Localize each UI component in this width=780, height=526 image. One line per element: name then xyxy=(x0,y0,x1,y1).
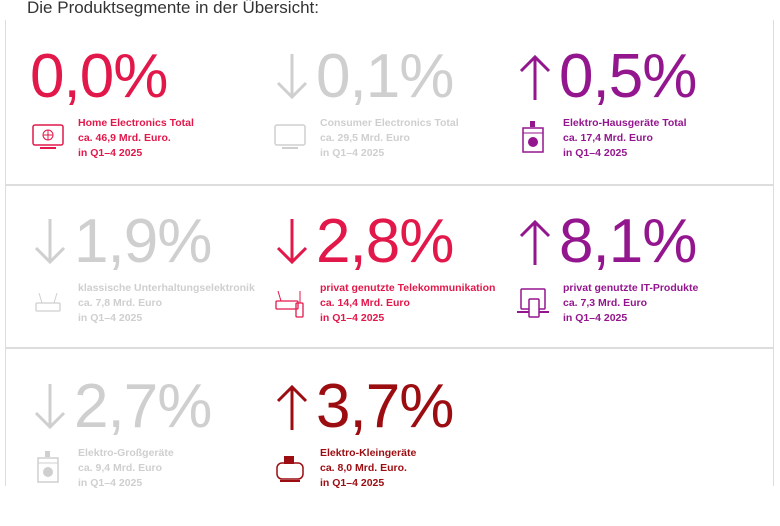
segment-period: in Q1–4 2025 xyxy=(320,477,385,489)
segment-period: in Q1–4 2025 xyxy=(320,147,385,159)
segment-period: in Q1–4 2025 xyxy=(563,312,628,324)
segment-amount: ca. 8,0 Mrd. Euro. xyxy=(320,462,407,474)
segment-card: 1,9% klassische Unterhaltungselektronik … xyxy=(30,211,270,361)
segment-change-value: 0,1% xyxy=(316,42,454,111)
segment-change: 0,5% xyxy=(515,42,697,111)
segment-name: Consumer Electronics Total xyxy=(320,117,459,129)
segment-change: 2,7% xyxy=(30,372,212,441)
segment-card: 0,5% Elektro-Hausgeräte Total ca. 17,4 M… xyxy=(515,46,755,196)
segment-name: privat genutzte Telekommunikation xyxy=(320,282,496,294)
segment-change: 1,9% xyxy=(30,207,212,276)
segment-details: Elektro-Kleingeräte ca. 8,0 Mrd. Euro. i… xyxy=(320,446,416,491)
segment-details: Elektro-Großgeräte ca. 9,4 Mrd. Euro in … xyxy=(78,446,174,491)
segment-change-value: 2,7% xyxy=(74,372,212,441)
segment-details: Home Electronics Total ca. 46,9 Mrd. Eur… xyxy=(78,116,194,161)
segment-details: privat genutzte IT-Produkte ca. 7,3 Mrd.… xyxy=(563,281,698,326)
segment-period: in Q1–4 2025 xyxy=(78,477,143,489)
segment-change-value: 0,5% xyxy=(559,42,697,111)
segment-amount: ca. 9,4 Mrd. Euro xyxy=(78,462,163,474)
segment-amount: ca. 46,9 Mrd. Euro. xyxy=(78,132,171,144)
segment-details: privat genutzte Telekommunikation ca. 14… xyxy=(320,281,495,326)
segment-name: privat genutzte IT-Produkte xyxy=(563,282,699,294)
washing-machine-icon xyxy=(37,451,59,483)
segment-amount: ca. 14,4 Mrd. Euro xyxy=(320,297,410,309)
segment-card: 2,8% privat genutzte Telekommunikation c… xyxy=(272,211,512,361)
segment-change-value: 8,1% xyxy=(559,207,697,276)
tv-icon xyxy=(274,124,306,149)
segment-name: Home Electronics Total xyxy=(78,117,194,129)
page-heading: Die Produktsegmente in der Übersicht: xyxy=(27,0,319,17)
segment-change: 0,1% xyxy=(272,42,454,111)
row-divider xyxy=(5,184,774,186)
segment-details: Consumer Electronics Total ca. 29,5 Mrd.… xyxy=(320,116,459,161)
arrow-down-icon xyxy=(276,54,308,100)
segment-name: Elektro-Großgeräte xyxy=(78,447,174,459)
segment-period: in Q1–4 2025 xyxy=(78,147,143,159)
segment-card: 2,7% Elektro-Großgeräte ca. 9,4 Mrd. Eur… xyxy=(30,376,270,526)
segment-card: 0,1% Consumer Electronics Total ca. 29,5… xyxy=(272,46,512,196)
segment-change-value: 1,9% xyxy=(74,207,212,276)
segment-name: Elektro-Kleingeräte xyxy=(320,447,417,459)
segment-name: Elektro-Hausgeräte Total xyxy=(563,117,687,129)
arrow-down-icon xyxy=(34,384,66,430)
arrow-down-icon xyxy=(34,219,66,265)
toaster-icon xyxy=(276,456,304,482)
arrow-up-icon xyxy=(519,54,551,100)
segment-change-value: 3,7% xyxy=(316,372,454,441)
segment-change: 0,0% xyxy=(30,42,168,111)
row-divider xyxy=(5,347,774,349)
segment-change-value: 2,8% xyxy=(316,207,454,276)
segment-card: 8,1% privat genutzte IT-Produkte ca. 7,3… xyxy=(515,211,755,361)
segment-period: in Q1–4 2025 xyxy=(78,312,143,324)
router-icon xyxy=(35,292,61,312)
segment-period: in Q1–4 2025 xyxy=(563,147,628,159)
segment-details: Elektro-Hausgeräte Total ca. 17,4 Mrd. E… xyxy=(563,116,687,161)
router-phone-icon xyxy=(275,290,304,318)
arrow-up-icon xyxy=(276,384,308,430)
segment-change: 3,7% xyxy=(272,372,454,441)
segment-details: klassische Unterhaltungselektronik ca. 7… xyxy=(78,281,255,326)
arrow-down-icon xyxy=(276,219,308,265)
segment-amount: ca. 17,4 Mrd. Euro xyxy=(563,132,653,144)
laptop-tablet-icon xyxy=(517,288,549,318)
segment-period: in Q1–4 2025 xyxy=(320,312,385,324)
arrow-up-icon xyxy=(519,219,551,265)
segment-amount: ca. 7,3 Mrd. Euro xyxy=(563,297,648,309)
tv-globe-icon xyxy=(32,124,64,149)
segment-card: 0,0% Home Electronics Total ca. 46,9 Mrd… xyxy=(30,46,270,196)
segment-amount: ca. 7,8 Mrd. Euro xyxy=(78,297,163,309)
segment-card: 3,7% Elektro-Kleingeräte ca. 8,0 Mrd. Eu… xyxy=(272,376,512,526)
washing-machine-icon xyxy=(522,121,544,153)
segment-change-value: 0,0% xyxy=(30,42,168,111)
segment-change: 8,1% xyxy=(515,207,697,276)
segments-panel xyxy=(5,20,774,486)
segment-name: klassische Unterhaltungselektronik xyxy=(78,282,255,294)
segment-amount: ca. 29,5 Mrd. Euro xyxy=(320,132,410,144)
segment-change: 2,8% xyxy=(272,207,454,276)
